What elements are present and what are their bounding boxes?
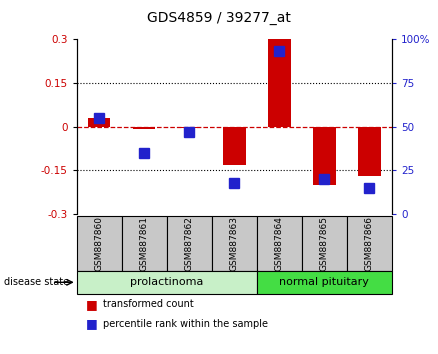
FancyBboxPatch shape bbox=[77, 216, 122, 271]
Bar bbox=[88, 118, 110, 127]
FancyBboxPatch shape bbox=[257, 271, 392, 294]
FancyBboxPatch shape bbox=[212, 216, 257, 271]
Bar bbox=[268, 39, 291, 127]
FancyBboxPatch shape bbox=[347, 216, 392, 271]
Bar bbox=[313, 127, 336, 185]
Text: transformed count: transformed count bbox=[103, 299, 194, 309]
Bar bbox=[358, 127, 381, 176]
FancyBboxPatch shape bbox=[77, 271, 257, 294]
Bar bbox=[223, 127, 246, 165]
FancyBboxPatch shape bbox=[167, 216, 212, 271]
FancyBboxPatch shape bbox=[122, 216, 167, 271]
Text: GSM887866: GSM887866 bbox=[365, 216, 374, 271]
Text: GSM887860: GSM887860 bbox=[95, 216, 104, 271]
Text: disease state: disease state bbox=[4, 277, 70, 287]
FancyBboxPatch shape bbox=[302, 216, 347, 271]
Bar bbox=[178, 127, 201, 128]
Text: GSM887862: GSM887862 bbox=[185, 216, 194, 271]
Text: GSM887863: GSM887863 bbox=[230, 216, 239, 271]
FancyBboxPatch shape bbox=[257, 216, 302, 271]
Text: percentile rank within the sample: percentile rank within the sample bbox=[103, 319, 268, 329]
Text: GSM887864: GSM887864 bbox=[275, 216, 284, 271]
Text: ■: ■ bbox=[85, 298, 97, 311]
Text: GSM887861: GSM887861 bbox=[140, 216, 149, 271]
Bar bbox=[133, 127, 155, 130]
Text: ■: ■ bbox=[85, 318, 97, 330]
Text: GSM887865: GSM887865 bbox=[320, 216, 329, 271]
Text: prolactinoma: prolactinoma bbox=[130, 277, 203, 287]
Text: GDS4859 / 39277_at: GDS4859 / 39277_at bbox=[147, 11, 291, 25]
Text: normal pituitary: normal pituitary bbox=[279, 277, 369, 287]
